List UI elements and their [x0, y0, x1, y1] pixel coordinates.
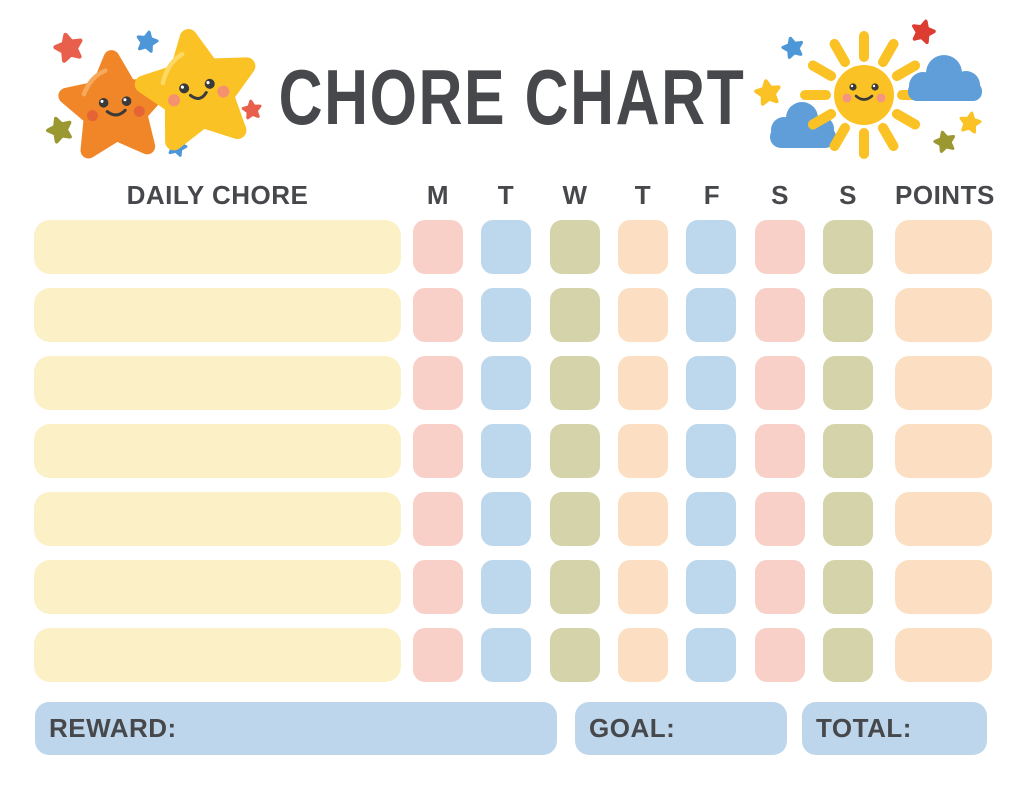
day-checkbox-cell[interactable]: [822, 492, 873, 546]
points-cell[interactable]: [895, 560, 992, 614]
day-checkbox-cell[interactable]: [686, 628, 737, 682]
points-cell[interactable]: [895, 628, 992, 682]
points-header: POINTS: [895, 180, 995, 210]
reward-label: REWARD:: [49, 713, 177, 743]
day-checkbox-cell[interactable]: [549, 492, 600, 546]
day-checkbox-cell[interactable]: [686, 220, 737, 274]
day-checkbox-cell[interactable]: [481, 628, 532, 682]
day-checkbox-cell[interactable]: [754, 424, 805, 478]
day-header-wednesday: W: [562, 180, 588, 210]
day-checkbox-cell[interactable]: [822, 628, 873, 682]
orange-star-icon: [64, 55, 165, 152]
yellow-mini-star-icon: [752, 77, 783, 107]
chore-name-cell[interactable]: [34, 220, 401, 274]
stars-decoration: [43, 12, 268, 177]
day-checkbox-cell[interactable]: [481, 424, 532, 478]
day-checkbox-cell[interactable]: [549, 220, 600, 274]
day-checkbox-cell[interactable]: [481, 492, 532, 546]
day-checkbox-cell[interactable]: [686, 288, 737, 342]
blue-mini-star-icon: [779, 34, 806, 60]
red-mini-star-icon: [908, 16, 938, 46]
chore-name-cell[interactable]: [34, 560, 401, 614]
day-header-sunday: S: [839, 180, 857, 210]
day-header-tuesday: T: [497, 180, 515, 210]
points-cell[interactable]: [895, 288, 992, 342]
chore-name-cell[interactable]: [34, 288, 401, 342]
chore-name-cell[interactable]: [34, 356, 401, 410]
sun-icon: [800, 31, 928, 159]
day-header-thursday: T: [634, 180, 652, 210]
day-checkbox-cell[interactable]: [413, 492, 463, 546]
day-checkbox-cell[interactable]: [754, 220, 805, 274]
day-checkbox-cell[interactable]: [822, 288, 873, 342]
points-cell[interactable]: [895, 492, 992, 546]
olive-mini-star-icon: [931, 128, 958, 154]
day-checkbox-cell[interactable]: [822, 424, 873, 478]
day-checkbox-cell[interactable]: [754, 492, 805, 546]
day-checkbox-cell[interactable]: [481, 560, 532, 614]
day-checkbox-cell[interactable]: [549, 628, 600, 682]
day-checkbox-cell[interactable]: [617, 356, 668, 410]
day-checkbox-cell[interactable]: [617, 560, 668, 614]
day-checkbox-cell[interactable]: [822, 356, 873, 410]
day-checkbox-cell[interactable]: [617, 220, 668, 274]
day-checkbox-cell[interactable]: [617, 628, 668, 682]
cloud-icon: [908, 55, 982, 101]
day-checkbox-cell[interactable]: [686, 560, 737, 614]
chore-name-cell[interactable]: [34, 424, 401, 478]
goal-field[interactable]: GOAL:: [575, 702, 787, 755]
day-checkbox-cell[interactable]: [822, 220, 873, 274]
day-checkbox-cell[interactable]: [754, 560, 805, 614]
yellow-star-icon: [137, 29, 257, 145]
day-checkbox-cell[interactable]: [686, 424, 737, 478]
page-title: CHORE CHART: [278, 53, 746, 141]
reward-field[interactable]: REWARD:: [35, 702, 557, 755]
day-checkbox-cell[interactable]: [686, 356, 737, 410]
day-checkbox-cell[interactable]: [481, 356, 532, 410]
daily-chore-header: DAILY CHORE: [126, 180, 309, 210]
day-checkbox-cell[interactable]: [686, 492, 737, 546]
day-checkbox-cell[interactable]: [413, 356, 463, 410]
olive-mini-star-icon: [43, 112, 76, 145]
day-checkbox-cell[interactable]: [413, 220, 463, 274]
day-checkbox-cell[interactable]: [413, 288, 463, 342]
day-checkbox-cell[interactable]: [549, 288, 600, 342]
chore-name-cell[interactable]: [34, 492, 401, 546]
day-checkbox-cell[interactable]: [617, 424, 668, 478]
day-checkbox-cell[interactable]: [549, 356, 600, 410]
sun-clouds-decoration: [752, 16, 983, 159]
chore-name-cell[interactable]: [34, 628, 401, 682]
cloud-icon: [770, 102, 836, 148]
day-checkbox-cell[interactable]: [617, 288, 668, 342]
day-checkbox-cell[interactable]: [481, 288, 532, 342]
blue-mini-star-icon: [134, 28, 160, 54]
day-checkbox-cell[interactable]: [549, 424, 600, 478]
day-checkbox-cell[interactable]: [822, 560, 873, 614]
points-cell[interactable]: [895, 424, 992, 478]
total-label: TOTAL:: [816, 713, 912, 743]
day-header-saturday: S: [771, 180, 789, 210]
goal-label: GOAL:: [589, 713, 676, 743]
points-cell[interactable]: [895, 220, 992, 274]
yellow-mini-star-icon: [957, 109, 983, 135]
day-checkbox-cell[interactable]: [413, 424, 463, 478]
day-checkbox-cell[interactable]: [617, 492, 668, 546]
day-checkbox-cell[interactable]: [754, 288, 805, 342]
day-checkbox-cell[interactable]: [413, 628, 463, 682]
day-checkbox-cell[interactable]: [754, 356, 805, 410]
points-cell[interactable]: [895, 356, 992, 410]
total-field[interactable]: TOTAL:: [802, 702, 987, 755]
day-header-monday: M: [426, 180, 450, 210]
day-checkbox-cell[interactable]: [549, 560, 600, 614]
coral-mini-star-icon: [53, 32, 84, 62]
day-checkbox-cell[interactable]: [754, 628, 805, 682]
day-checkbox-cell[interactable]: [481, 220, 532, 274]
day-header-friday: F: [703, 180, 721, 210]
day-checkbox-cell[interactable]: [413, 560, 463, 614]
